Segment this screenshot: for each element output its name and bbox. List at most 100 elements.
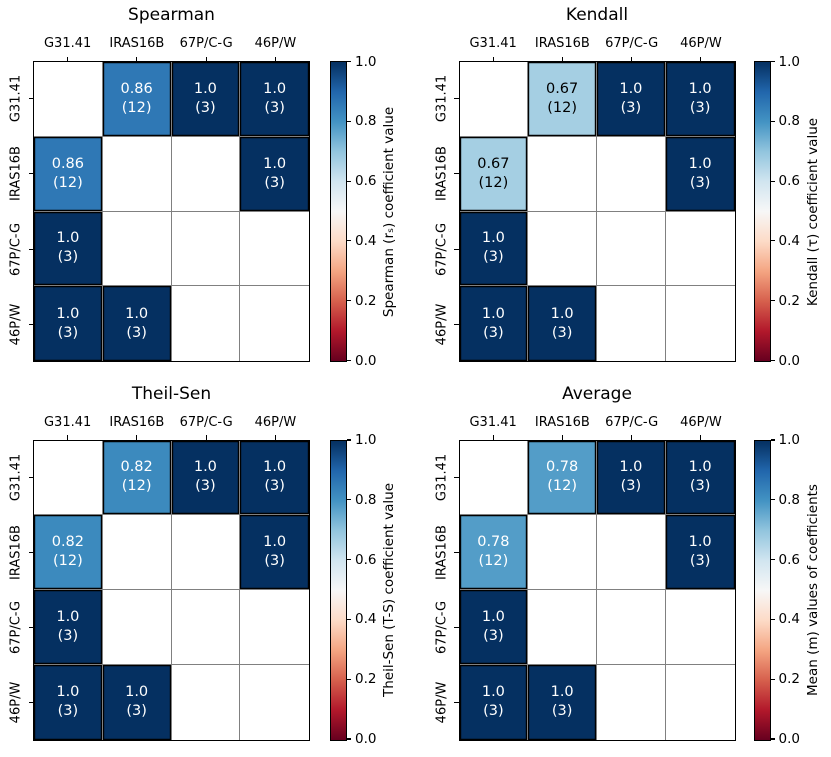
colorbar-axis-label: Spearman (rₛ) coefficient value	[381, 106, 397, 317]
heatmap-cell	[459, 440, 529, 516]
x-axis-tick	[492, 435, 494, 440]
colorbar-tick-label: 0.2	[778, 292, 800, 309]
colorbar-tick-label: 0.6	[355, 551, 377, 568]
colorbar-tick-label: 0.0	[778, 352, 800, 369]
cell-value: 0.86	[51, 155, 85, 172]
panel-average: Average G31.41 IRAS16B 67P/C-G 46P/W G31.41 IR…	[416, 379, 831, 757]
colorbar-tick	[347, 559, 351, 561]
panel-theil-sen: Theil-Sen G31.41 IRAS16B 67P/C-G 46P/W G31.41…	[0, 379, 416, 757]
heatmap-cell	[528, 590, 597, 665]
cell-count: (12)	[478, 553, 509, 570]
cell-count: (3)	[689, 553, 711, 570]
x-axis-label: 46P/W	[254, 36, 297, 51]
cell-value: 0.82	[120, 459, 153, 476]
heatmap-cell	[102, 590, 172, 665]
heatmap-cell: 1.0 (3)	[34, 286, 103, 361]
cell-value: 1.0	[56, 305, 80, 322]
heatmap-cell: 0.86 (12)	[102, 62, 172, 137]
colorbar-tick-label: 0.8	[778, 113, 800, 130]
heatmap-cell: 1.0 (3)	[240, 440, 309, 516]
cell-count: (3)	[126, 324, 147, 341]
cell-count: (3)	[551, 703, 573, 720]
y-axis-tick	[454, 702, 459, 704]
heatmap-cell	[240, 590, 309, 665]
y-axis-tick	[454, 323, 459, 325]
y-axis-tick	[454, 627, 459, 629]
colorbar-tick-label: 0.2	[355, 292, 377, 309]
cell-count: (3)	[689, 174, 711, 191]
panel-title: Theil-Sen	[131, 383, 212, 404]
x-axis-tick	[205, 56, 207, 61]
cell-count: (12)	[478, 174, 509, 191]
cell-count: (3)	[57, 249, 79, 266]
colorbar-tick-label: 0.4	[355, 611, 377, 628]
colorbar-tick	[770, 618, 775, 620]
cell-count: (12)	[52, 553, 83, 570]
colorbar-tick-label: 0.8	[778, 491, 800, 508]
colorbar-tick	[347, 240, 351, 242]
colorbar-tick	[347, 120, 351, 122]
heatmap-cell	[172, 286, 241, 361]
heatmap-cell: 1.0 (3)	[34, 590, 103, 665]
cell-count: (3)	[57, 324, 79, 341]
colorbar-tick	[770, 240, 775, 242]
x-axis-label: IRAS16B	[534, 36, 590, 51]
y-axis-tick	[28, 173, 33, 175]
colorbar-tick	[770, 120, 775, 122]
x-axis-tick	[274, 56, 276, 61]
cell-value: 0.67	[545, 80, 579, 97]
heatmap-cell	[102, 211, 172, 287]
colorbar-tick-label: 0.0	[778, 731, 800, 747]
cell-count: (3)	[689, 478, 711, 495]
y-axis-tick	[454, 476, 459, 478]
panel-title: Spearman	[128, 5, 215, 25]
cell-value: 1.0	[56, 684, 80, 701]
heatmap-cell	[597, 136, 666, 212]
heatmap-cell: 1.0 (3)	[240, 515, 309, 590]
colorbar-tick-label: 1.0	[778, 432, 800, 448]
x-axis-label: IRAS16B	[109, 36, 165, 51]
cell-value: 1.0	[550, 305, 574, 322]
heatmap-cell	[528, 515, 597, 590]
cell-value: 1.0	[619, 459, 643, 476]
cell-value: 1.0	[688, 80, 712, 97]
colorbar-tick	[770, 678, 775, 680]
heatmap-cell	[597, 664, 666, 740]
heatmap-cell	[528, 211, 597, 287]
y-axis-tick	[28, 323, 33, 325]
cell-count: (3)	[195, 478, 216, 495]
heatmap-cell	[597, 590, 666, 665]
x-axis-label: 67P/C-G	[605, 414, 659, 430]
cell-value: 1.0	[125, 305, 149, 322]
heatmap-cell: 1.0 (3)	[597, 440, 666, 516]
heatmap-cell: 1.0 (3)	[665, 515, 735, 590]
colorbar-tick	[347, 678, 351, 680]
x-axis-label: 67P/C-G	[605, 36, 659, 51]
heatmap-plot: 0.82 (12) 1.0 (3) 1.0 (3) 0.82 (12) 1.0 (3) 1.0 (3)…	[33, 439, 310, 741]
heatmap-cell: 0.78 (12)	[459, 515, 529, 590]
x-axis-label: 46P/W	[254, 414, 297, 430]
heatmap-cell: 1.0 (3)	[459, 664, 529, 740]
colorbar-tick-label: 1.0	[355, 432, 377, 448]
cell-count: (3)	[57, 627, 79, 644]
y-axis-tick	[454, 248, 459, 250]
x-axis-tick	[631, 56, 633, 61]
colorbar	[753, 439, 771, 741]
heatmap-cell	[666, 286, 735, 361]
cell-count: (3)	[620, 478, 642, 495]
x-axis-tick	[205, 435, 207, 440]
cell-value: 1.0	[550, 684, 574, 701]
heatmap-cell: 0.67 (12)	[528, 62, 597, 137]
cell-count: (3)	[483, 324, 504, 341]
cell-value: 1.0	[263, 80, 287, 97]
heatmap-cell	[171, 211, 241, 287]
cell-count: (3)	[264, 553, 285, 570]
y-axis-tick	[454, 173, 459, 175]
x-axis-label: 46P/W	[680, 36, 722, 51]
cell-value: 1.0	[193, 459, 217, 476]
colorbar-tick-label: 0.4	[778, 232, 800, 249]
heatmap-cell: 1.0 (3)	[665, 136, 735, 212]
heatmap-cell: 0.82 (12)	[102, 440, 172, 516]
heatmap-plot: 0.86 (12) 1.0 (3) 1.0 (3) 0.86 (12) 1.0 (3) 1.0 (3)…	[33, 61, 310, 362]
heatmap-cell	[171, 515, 241, 590]
